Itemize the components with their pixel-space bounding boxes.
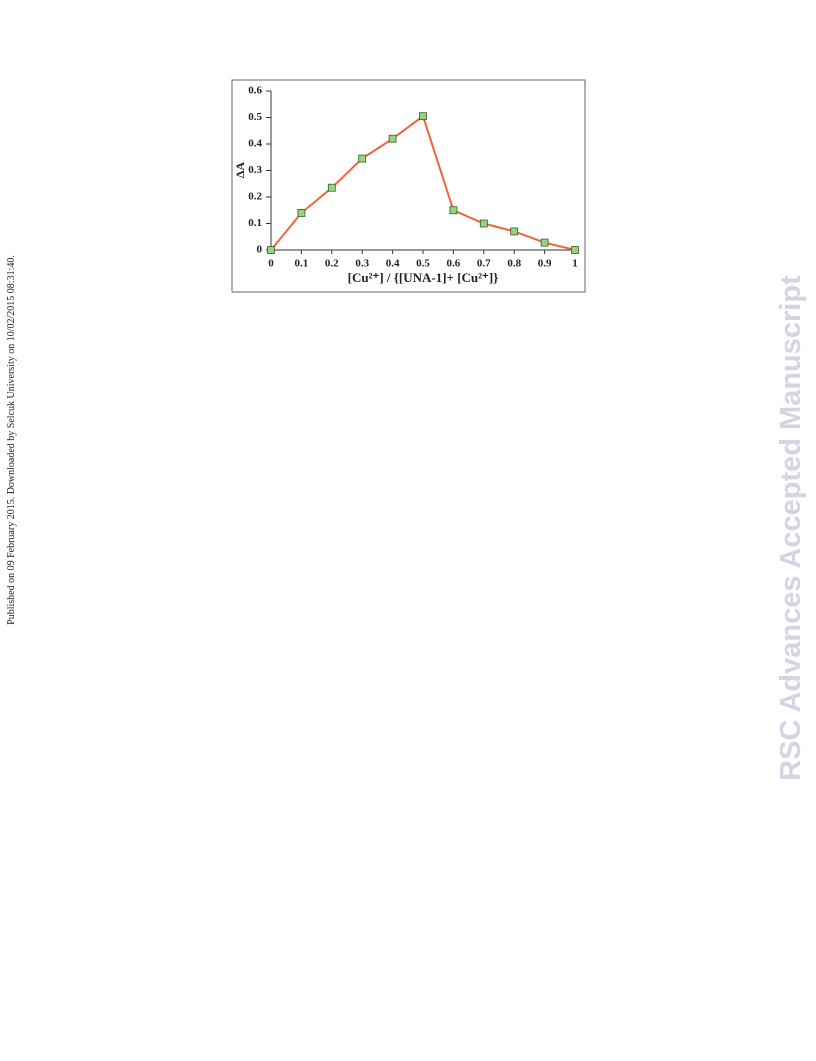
- x-tick-label: 0.9: [538, 258, 552, 270]
- data-marker: [510, 227, 519, 236]
- x-tick-label: 0.3: [355, 258, 369, 270]
- x-tick-label: 0.8: [507, 258, 521, 270]
- y-tick-label: 0: [257, 244, 263, 256]
- x-tick-label: 0.5: [416, 258, 430, 270]
- x-tick-label: 0.4: [386, 258, 400, 270]
- x-tick-label: 1: [572, 258, 578, 270]
- data-marker: [327, 183, 336, 192]
- x-tick-label: 0.2: [325, 258, 339, 270]
- y-tick-label: 0.6: [248, 85, 262, 97]
- y-tick-label: 0.3: [248, 164, 262, 176]
- data-marker: [267, 246, 275, 254]
- data-marker: [388, 134, 397, 143]
- data-marker: [479, 219, 488, 228]
- data-marker: [297, 208, 306, 217]
- y-tick-label: 0.5: [248, 111, 262, 123]
- data-marker: [419, 112, 427, 121]
- data-marker: [571, 246, 579, 254]
- y-tick-label: 0.1: [248, 217, 262, 229]
- publication-note: Published on 09 February 2015. Downloade…: [6, 255, 17, 625]
- y-tick-label: 0.2: [248, 191, 262, 203]
- data-marker: [358, 154, 367, 163]
- x-tick-label: 0: [268, 258, 274, 270]
- watermark: RSC Advances Accepted Manuscript: [775, 275, 807, 781]
- chart-frame: [231, 79, 586, 293]
- x-tick-label: 0.1: [295, 258, 309, 270]
- x-tick-label: 0.6: [447, 258, 461, 270]
- y-tick-label: 0.4: [248, 138, 262, 150]
- data-marker: [449, 206, 458, 215]
- y-axis-label: ΔA: [233, 162, 247, 179]
- x-tick-label: 0.7: [477, 258, 491, 270]
- x-axis-label: [Cu²⁺] / {[UNA-1]+ [Cu²⁺]}: [348, 270, 499, 285]
- data-marker: [540, 238, 549, 247]
